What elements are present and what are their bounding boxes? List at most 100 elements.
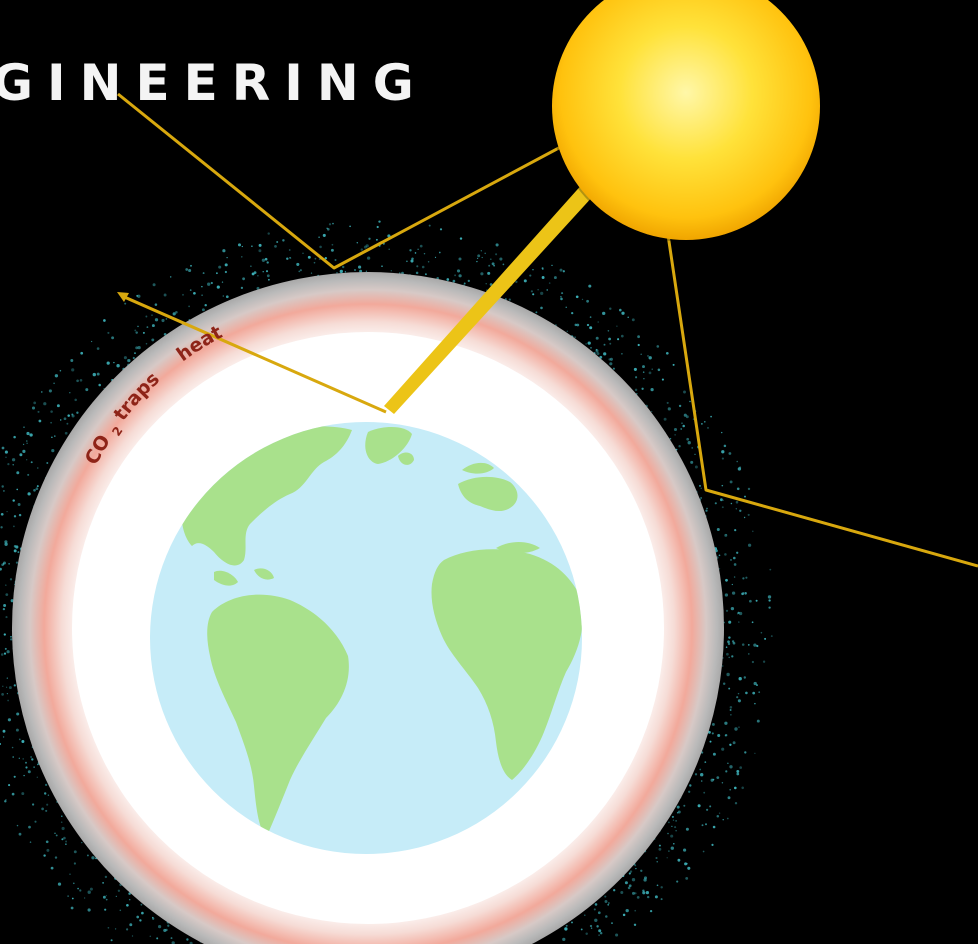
- aerosol-particle: [1, 693, 4, 696]
- aerosol-particle: [532, 293, 535, 296]
- aerosol-particle: [603, 343, 606, 346]
- aerosol-particle: [622, 913, 626, 917]
- aerosol-particle: [36, 776, 38, 778]
- aerosol-particle: [733, 786, 737, 790]
- aerosol-particle: [729, 480, 733, 484]
- aerosol-particle: [216, 272, 218, 275]
- aerosol-particle: [508, 298, 511, 301]
- aerosol-particle: [50, 410, 53, 413]
- aerosol-particle: [756, 719, 760, 723]
- aerosol-particle: [755, 599, 758, 602]
- aerosol-particle: [607, 903, 610, 906]
- aerosol-particle: [296, 262, 300, 266]
- aerosol-particle: [477, 254, 481, 258]
- aerosol-particle: [126, 358, 131, 363]
- aerosol-particle: [628, 872, 631, 875]
- aerosol-particle: [17, 503, 21, 506]
- aerosol-particle: [576, 323, 580, 327]
- aerosol-particle: [743, 676, 746, 679]
- aerosol-particle: [224, 270, 228, 274]
- aerosol-particle: [117, 889, 121, 892]
- aerosol-particle: [44, 783, 48, 787]
- aerosol-particle: [9, 578, 13, 581]
- aerosol-particle: [137, 325, 139, 328]
- aerosol-particle: [27, 770, 31, 774]
- aerosol-particle: [574, 323, 578, 327]
- aerosol-particle: [718, 568, 721, 570]
- aerosol-particle: [650, 387, 654, 392]
- aerosol-particle: [707, 427, 709, 429]
- aerosol-particle: [617, 338, 620, 341]
- aerosol-particle: [694, 453, 696, 455]
- aerosol-particle: [113, 361, 115, 364]
- aerosol-particle: [64, 431, 68, 435]
- aerosol-particle: [5, 616, 8, 619]
- aerosol-particle: [3, 604, 7, 607]
- aerosol-particle: [684, 862, 688, 866]
- aerosol-particle: [744, 592, 747, 595]
- aerosol-particle: [485, 283, 487, 285]
- aerosol-particle: [241, 256, 243, 258]
- aerosol-particle: [663, 417, 667, 421]
- aerosol-particle: [18, 513, 22, 517]
- aerosol-particle: [222, 295, 225, 297]
- ray-arrowhead: [117, 292, 129, 302]
- earth-globe-icon: [150, 422, 582, 854]
- aerosol-particle: [221, 281, 224, 283]
- aerosol-particle: [5, 686, 8, 688]
- aerosol-particle: [131, 935, 134, 937]
- aerosol-particle: [261, 258, 266, 262]
- aerosol-particle: [237, 243, 242, 247]
- aerosol-particle: [725, 534, 727, 536]
- aerosol-particle: [4, 800, 7, 803]
- aerosol-particle: [265, 270, 269, 273]
- aerosol-particle: [661, 378, 664, 381]
- aerosol-particle: [331, 243, 334, 246]
- aerosol-particle: [667, 832, 669, 835]
- aerosol-particle: [729, 743, 732, 746]
- aerosol-particle: [45, 809, 48, 812]
- aerosol-particle: [634, 892, 637, 895]
- aerosol-particle: [590, 927, 593, 929]
- aerosol-particle: [427, 260, 430, 263]
- aerosol-particle: [411, 257, 414, 260]
- aerosol-particle: [716, 528, 720, 531]
- aerosol-particle: [262, 270, 264, 273]
- aerosol-particle: [476, 260, 478, 263]
- aerosol-particle: [390, 270, 392, 272]
- aerosol-particle: [376, 225, 379, 229]
- aerosol-particle: [204, 303, 207, 307]
- aerosol-particle: [328, 223, 332, 226]
- aerosol-particle: [647, 354, 649, 357]
- aerosol-particle: [642, 371, 645, 373]
- aerosol-particle: [770, 635, 773, 638]
- aerosol-particle: [729, 788, 732, 791]
- aerosol-particle: [50, 866, 54, 870]
- aerosol-particle: [735, 500, 739, 504]
- aerosol-particle: [365, 270, 368, 272]
- aerosol-particle: [683, 848, 687, 852]
- aerosol-particle: [289, 256, 291, 259]
- aerosol-particle: [629, 870, 633, 873]
- aerosol-particle: [724, 593, 729, 597]
- aerosol-particle: [1, 446, 5, 450]
- aerosol-particle: [700, 773, 704, 777]
- aerosol-particle: [61, 826, 65, 831]
- aerosol-particle: [625, 908, 629, 913]
- aerosol-particle: [744, 495, 746, 498]
- aerosol-particle: [79, 378, 83, 382]
- aerosol-particle: [728, 620, 732, 624]
- aerosol-particle: [37, 467, 39, 469]
- aerosol-particle: [752, 530, 754, 533]
- aerosol-particle: [175, 311, 178, 314]
- aerosol-particle: [35, 487, 39, 491]
- aerosol-particle: [18, 832, 22, 836]
- aerosol-particle: [729, 709, 732, 711]
- aerosol-particle: [145, 315, 148, 318]
- aerosol-particle: [6, 650, 10, 654]
- aerosol-particle: [171, 941, 175, 944]
- aerosol-particle: [599, 355, 603, 359]
- aerosol-particle: [417, 248, 419, 250]
- aerosol-particle: [589, 924, 593, 928]
